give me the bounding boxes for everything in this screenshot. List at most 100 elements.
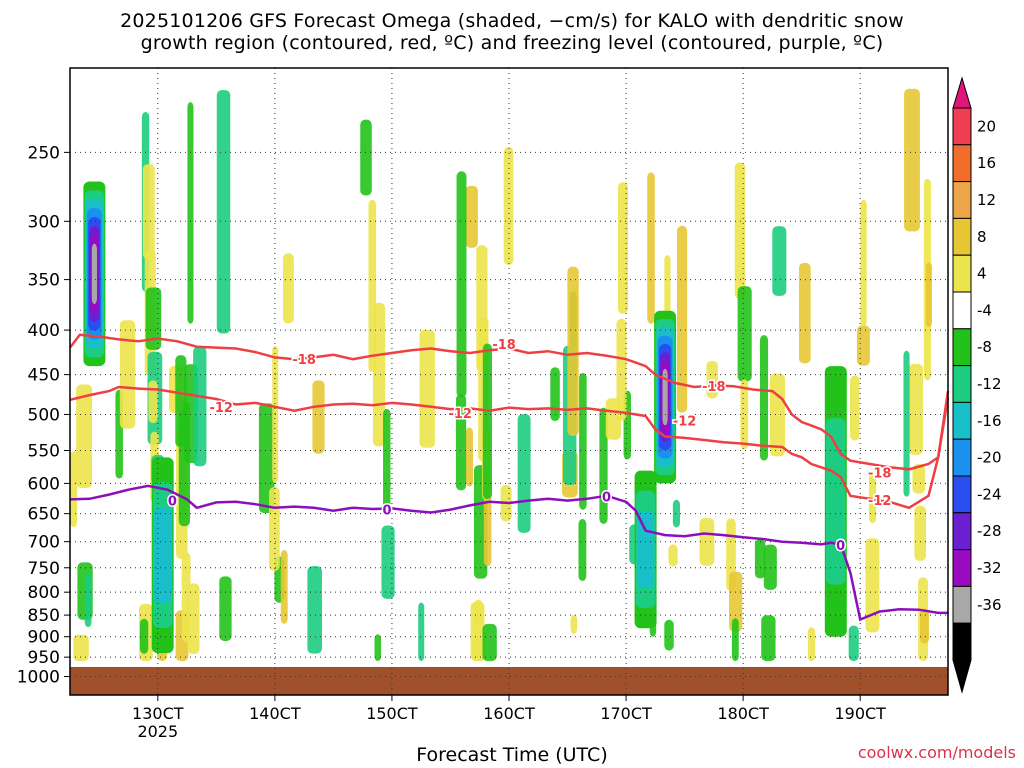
colorbar-tick-label: -24 <box>977 485 1002 503</box>
credit-text: coolwx.com/models <box>857 743 1016 762</box>
omega-cell <box>456 171 467 398</box>
colorbar-swatch <box>952 217 972 256</box>
omega-cell <box>914 505 927 561</box>
colorbar-top-arrow <box>952 76 972 109</box>
omega-cell <box>139 618 149 654</box>
colorbar-swatch <box>952 438 972 477</box>
omega-cell <box>647 172 655 324</box>
contour-lines: -18 -18 -18 -18 -12 -12 -12 -12 0 0 0 0 <box>69 333 950 622</box>
colorbar-tick-label: -16 <box>977 412 1002 430</box>
omega-cell <box>193 346 207 467</box>
omega-cell <box>865 538 880 633</box>
omega-cell <box>912 464 926 494</box>
omega-cell <box>517 414 531 533</box>
omega-cell <box>76 384 93 488</box>
colorbar-tick-label: 4 <box>977 265 987 283</box>
y-tick-label: 400 <box>28 321 60 341</box>
contour-label: -18 <box>292 353 316 368</box>
colorbar-swatch <box>952 401 972 440</box>
colorbar-bottom-arrow <box>952 659 972 694</box>
omega-cell <box>84 572 92 628</box>
omega-cell <box>550 367 560 422</box>
omega-cell <box>282 253 294 324</box>
omega-cell <box>70 451 78 528</box>
omega-cell <box>925 262 932 328</box>
x-tick-label: 130CT <box>132 704 184 723</box>
contour-label: 0 <box>383 504 392 519</box>
omega-cell <box>737 286 752 382</box>
y-tick-label: 500 <box>28 405 60 425</box>
x-axis: 130CT 140CT 150CT 160CT 170CT 180CT 190CT 2025 <box>132 695 886 741</box>
omega-cell <box>570 614 578 634</box>
colorbar-swatch <box>952 549 972 587</box>
omega-core <box>91 243 97 304</box>
omega-cell <box>418 602 425 662</box>
y-tick-label: 350 <box>28 271 60 291</box>
y-tick-label: 950 <box>28 648 60 668</box>
colorbar-swatch <box>952 512 972 551</box>
contour-0 <box>69 484 948 622</box>
colorbar-tick-label: -4 <box>977 301 992 319</box>
y-tick-label: 550 <box>28 442 60 462</box>
omega-cell <box>920 608 929 644</box>
omega-cell <box>856 325 870 366</box>
omega-cell <box>455 394 467 491</box>
omega-cell <box>383 408 391 515</box>
colorbar-swatch <box>952 622 972 661</box>
x-tick-label: 190CT <box>834 704 886 723</box>
omega-cell <box>187 102 194 324</box>
x-axis-label: Forecast Time (UTC) <box>416 744 608 766</box>
omega-cell <box>579 372 587 510</box>
omega-cell <box>759 335 769 461</box>
omega-cell <box>699 517 715 566</box>
omega-cell <box>578 519 587 581</box>
colorbar-tick-label: 8 <box>977 228 987 246</box>
omega-cell <box>419 329 435 448</box>
omega-cell <box>798 262 811 364</box>
colorbar-tick-label: 16 <box>977 154 996 172</box>
omega-cell <box>187 583 200 654</box>
omega-cell <box>676 225 688 413</box>
colorbar-swatch <box>952 144 972 183</box>
colorbar-swatch <box>952 291 972 330</box>
omega-cell <box>368 199 377 373</box>
omega-cell <box>175 355 187 447</box>
colorbar: 20 16 12 8 4 -4 -8 -12 -16 -20 -24 -28 -32 -36 <box>952 76 1002 694</box>
y-tick-label: 800 <box>28 583 60 603</box>
omega-cell <box>567 266 579 437</box>
colorbar-swatch <box>952 107 972 146</box>
y-tick-label: 700 <box>28 533 60 553</box>
contour--18 <box>69 333 950 471</box>
colorbar-tick-label: -12 <box>977 375 1002 393</box>
y-tick-label: 850 <box>28 606 60 626</box>
omega-cell <box>761 615 776 662</box>
omega-core <box>636 511 655 588</box>
contour-label: 0 <box>836 539 845 554</box>
colorbar-swatch <box>952 585 972 624</box>
colorbar-tick-label: -8 <box>977 338 992 356</box>
omega-cell <box>360 119 372 196</box>
omega-cell <box>503 146 514 266</box>
colorbar-tick-label: 12 <box>977 191 996 209</box>
omega-cell <box>807 627 816 662</box>
contour-label: -18 <box>702 380 726 395</box>
omega-cell <box>312 380 325 454</box>
omega-cell <box>772 226 787 296</box>
omega-cell <box>381 525 395 599</box>
y-axis: 2503003504004505005506006507007508008509… <box>17 143 70 688</box>
omega-cell <box>73 634 89 662</box>
colorbar-swatch <box>952 181 972 219</box>
omega-cell <box>482 623 497 662</box>
omega-core <box>662 368 668 426</box>
colorbar-swatch <box>952 365 972 403</box>
omega-cell <box>908 363 924 455</box>
omega-cell <box>729 571 743 632</box>
contour-label: -18 <box>868 467 892 482</box>
y-tick-label: 250 <box>28 143 60 163</box>
omega-cell <box>142 164 155 259</box>
x-tick-label: 140CT <box>249 704 301 723</box>
omega-cell <box>465 427 474 487</box>
omega-cell <box>474 599 483 627</box>
y-tick-label: 450 <box>28 366 60 386</box>
